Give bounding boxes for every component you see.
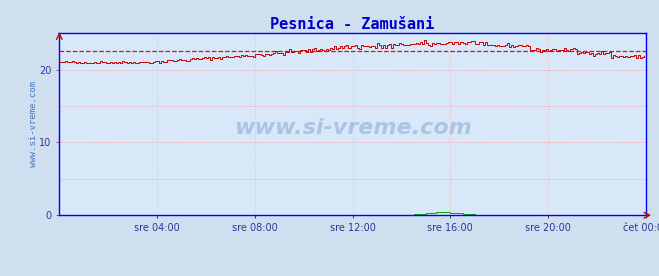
Title: Pesnica - Zamušani: Pesnica - Zamušani (270, 17, 435, 32)
Y-axis label: www.si-vreme.com: www.si-vreme.com (29, 81, 38, 167)
Text: www.si-vreme.com: www.si-vreme.com (234, 118, 471, 138)
